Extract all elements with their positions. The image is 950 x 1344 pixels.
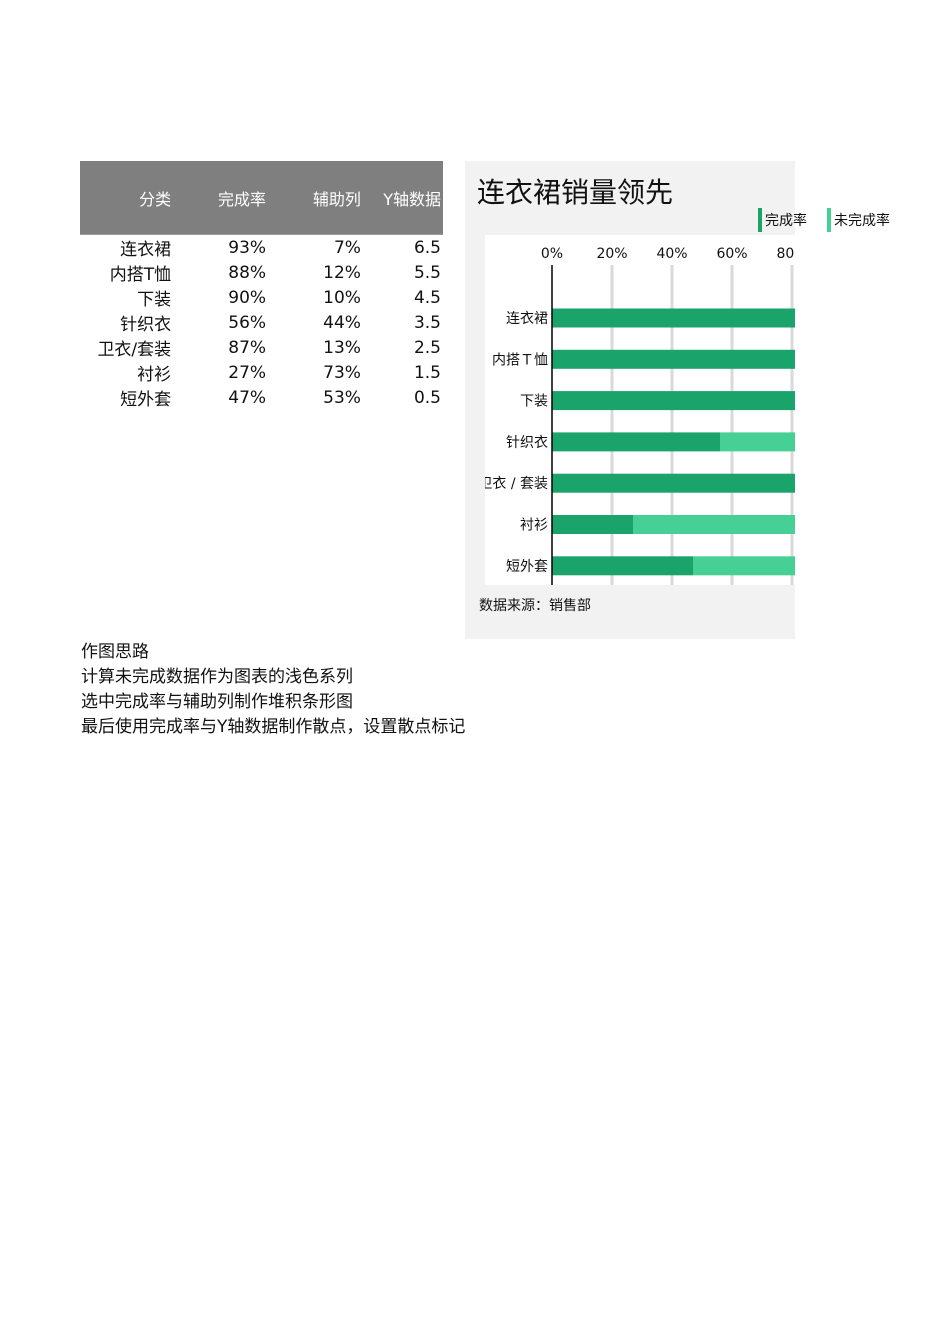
legend-label-remaining: 未完成率 xyxy=(834,213,890,229)
cell-completion-rate[interactable]: 93% xyxy=(228,237,267,258)
y-category-label: 短外套 xyxy=(506,559,548,575)
notes-line[interactable]: 最后使用完成率与Y轴数据制作散点，设置散点标记 xyxy=(81,717,466,737)
legend-item-completion[interactable]: 完成率 xyxy=(758,208,807,232)
cell-y-data[interactable]: 6.5 xyxy=(413,237,441,258)
cell-y-data[interactable]: 4.5 xyxy=(413,287,441,308)
x-tick-label: 0% xyxy=(541,246,563,262)
bar-completion xyxy=(552,391,795,411)
bar-remaining xyxy=(693,556,795,576)
cell-category[interactable]: 内搭T恤 xyxy=(109,265,172,285)
cell-completion-rate[interactable]: 87% xyxy=(228,337,267,358)
y-category-label: 下装 xyxy=(520,394,548,410)
cell-helper[interactable]: 44% xyxy=(323,312,361,333)
cell-helper[interactable]: 12% xyxy=(323,262,361,283)
notes-title[interactable]: 作图思路 xyxy=(81,642,149,662)
bar-completion xyxy=(552,308,795,328)
table-row: 衬衫 27% 73% 1.5 xyxy=(80,360,443,386)
notes-line[interactable]: 计算未完成数据作为图表的浅色系列 xyxy=(81,667,353,687)
bar-completion xyxy=(552,432,720,452)
cell-y-data[interactable]: 5.5 xyxy=(413,262,441,283)
cell-y-data[interactable]: 3.5 xyxy=(413,312,441,333)
data-table: 分类 完成率 辅助列 Y轴数据 连衣裙 93% 7% 6.5 内搭T恤 88% … xyxy=(80,161,443,410)
table-row: 下装 90% 10% 4.5 xyxy=(80,285,443,311)
bar-completion xyxy=(552,556,693,576)
cell-y-data[interactable]: 2.5 xyxy=(413,337,441,358)
cell-category[interactable]: 针织衣 xyxy=(120,315,172,335)
cell-completion-rate[interactable]: 27% xyxy=(228,362,267,383)
y-category-label: 卫衣 / 套装 xyxy=(485,476,548,492)
cell-category[interactable]: 连衣裙 xyxy=(120,240,172,260)
legend-swatch-remaining xyxy=(827,208,831,232)
cell-helper[interactable]: 73% xyxy=(323,362,361,383)
cell-category[interactable]: 卫衣/套装 xyxy=(97,340,172,360)
cell-category[interactable]: 衬衫 xyxy=(137,365,172,385)
cell-completion-rate[interactable]: 90% xyxy=(228,287,267,308)
table-row: 针织衣 56% 44% 3.5 xyxy=(80,310,443,336)
cell-y-data[interactable]: 0.5 xyxy=(413,387,441,408)
legend-item-remaining[interactable]: 未完成率 xyxy=(827,208,890,232)
y-category-label: 内搭Ｔ恤 xyxy=(492,352,548,368)
cell-category[interactable]: 短外套 xyxy=(120,390,172,410)
x-tick-label: 20% xyxy=(596,246,627,262)
table-row: 内搭T恤 88% 12% 5.5 xyxy=(80,260,443,286)
cell-helper[interactable]: 13% xyxy=(323,337,361,358)
table-row: 短外套 47% 53% 0.5 xyxy=(80,385,443,411)
bar-completion xyxy=(552,515,633,534)
table-row: 卫衣/套装 87% 13% 2.5 xyxy=(80,335,443,361)
table-row: 连衣裙 93% 7% 6.5 xyxy=(80,235,443,261)
y-category-label: 连衣裙 xyxy=(506,311,548,327)
header-completion-rate[interactable]: 完成率 xyxy=(173,161,269,235)
bar-remaining xyxy=(633,515,795,534)
chart-title: 连衣裙销量领先 xyxy=(477,176,674,209)
cell-helper[interactable]: 10% xyxy=(323,287,361,308)
y-category-label: 衬衫 xyxy=(520,518,548,534)
x-tick-label: 80% xyxy=(776,246,795,262)
legend-swatch-completion xyxy=(758,208,762,232)
cell-helper[interactable]: 7% xyxy=(333,237,361,258)
y-category-label: 针织衣 xyxy=(506,435,548,451)
header-helper-column[interactable]: 辅助列 xyxy=(268,161,363,235)
header-category[interactable]: 分类 xyxy=(80,161,174,235)
cell-completion-rate[interactable]: 47% xyxy=(228,387,267,408)
legend-label-completion: 完成率 xyxy=(765,213,807,229)
cell-category[interactable]: 下装 xyxy=(137,290,172,310)
header-y-axis-data[interactable]: Y轴数据 xyxy=(362,161,443,235)
bar-remaining xyxy=(720,432,795,452)
notes-line[interactable]: 选中完成率与辅助列制作堆积条形图 xyxy=(81,692,353,712)
notes-section: 作图思路 计算未完成数据作为图表的浅色系列 选中完成率与辅助列制作堆积条形图 最… xyxy=(81,640,465,740)
bar-completion xyxy=(552,349,795,369)
bar-completion xyxy=(552,473,795,493)
cell-completion-rate[interactable]: 88% xyxy=(228,262,267,283)
table-header-row: 分类 完成率 辅助列 Y轴数据 xyxy=(80,161,443,235)
cell-completion-rate[interactable]: 56% xyxy=(228,312,267,333)
chart-source: 数据来源：销售部 xyxy=(479,598,591,614)
x-tick-label: 60% xyxy=(716,246,747,262)
cell-y-data[interactable]: 1.5 xyxy=(413,362,441,383)
cell-helper[interactable]: 53% xyxy=(323,387,361,408)
x-tick-label: 40% xyxy=(656,246,687,262)
